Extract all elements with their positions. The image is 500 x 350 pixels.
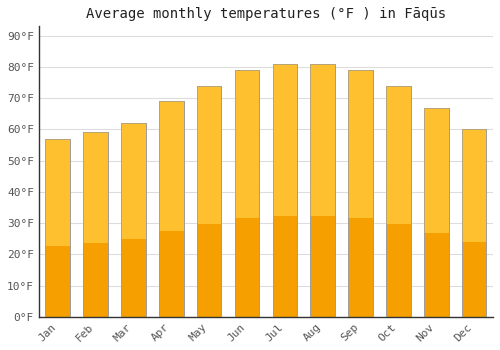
- Bar: [386, 86, 410, 224]
- Bar: [386, 86, 410, 317]
- Bar: [234, 70, 260, 317]
- Bar: [272, 64, 297, 317]
- Bar: [310, 64, 335, 317]
- Bar: [386, 86, 410, 317]
- Bar: [462, 130, 486, 317]
- Bar: [46, 139, 70, 246]
- Bar: [46, 139, 70, 317]
- Bar: [424, 107, 448, 233]
- Bar: [197, 86, 222, 224]
- Bar: [234, 70, 260, 317]
- Bar: [272, 64, 297, 216]
- Bar: [84, 133, 108, 317]
- Bar: [159, 101, 184, 317]
- Title: Average monthly temperatures (°F ) in Fāqūs: Average monthly temperatures (°F ) in Fā…: [86, 7, 446, 21]
- Bar: [424, 107, 448, 317]
- Bar: [348, 70, 373, 218]
- Bar: [462, 130, 486, 242]
- Bar: [348, 70, 373, 317]
- Bar: [272, 64, 297, 317]
- Bar: [424, 107, 448, 317]
- Bar: [159, 101, 184, 231]
- Bar: [197, 86, 222, 317]
- Bar: [310, 64, 335, 317]
- Bar: [348, 70, 373, 317]
- Bar: [121, 123, 146, 317]
- Bar: [234, 70, 260, 218]
- Bar: [121, 123, 146, 239]
- Bar: [159, 101, 184, 317]
- Bar: [197, 86, 222, 317]
- Bar: [462, 130, 486, 317]
- Bar: [46, 139, 70, 317]
- Bar: [121, 123, 146, 317]
- Bar: [84, 133, 108, 317]
- Bar: [84, 133, 108, 243]
- Bar: [310, 64, 335, 216]
